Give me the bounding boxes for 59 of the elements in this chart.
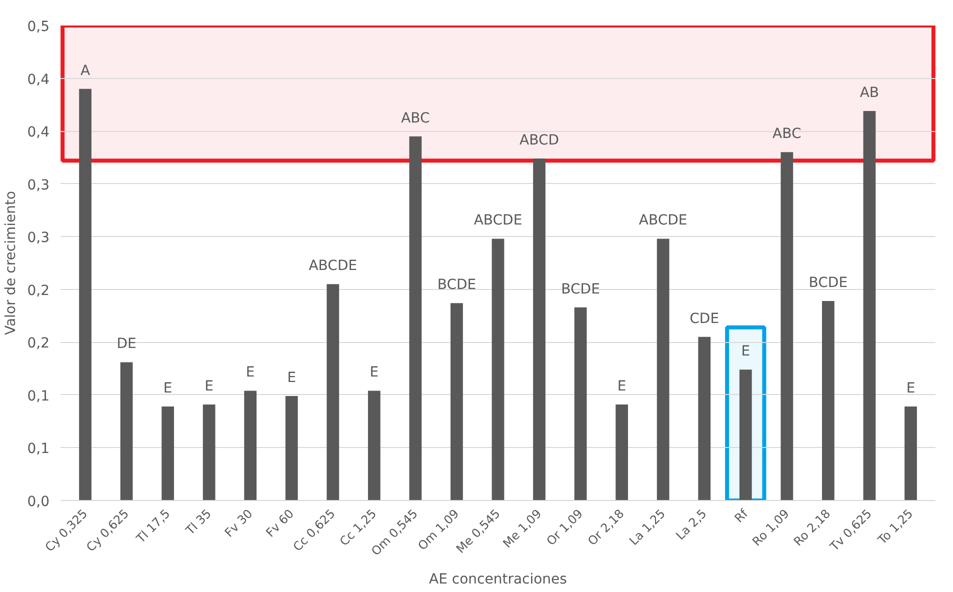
- annotation: ABCD: [520, 132, 560, 148]
- x-axis-title: AE concentraciones: [429, 571, 567, 588]
- bar: [409, 136, 422, 500]
- x-tick-label: Rf: [732, 506, 752, 526]
- annotation: BCDE: [561, 281, 600, 298]
- bar: [162, 406, 174, 500]
- y-tick-label: 0,1: [27, 388, 50, 404]
- bar: [450, 303, 463, 500]
- bar: [739, 370, 752, 500]
- y-tick-label: 0,1: [27, 441, 50, 458]
- bar: [244, 390, 257, 500]
- bar: [368, 390, 380, 500]
- y-tick-label: 0,2: [27, 336, 50, 352]
- annotation: ABCDE: [308, 258, 358, 274]
- annotation: E: [617, 378, 626, 394]
- annotation: E: [204, 378, 214, 394]
- bar: [698, 336, 711, 500]
- annotation: CDE: [690, 310, 720, 327]
- y-tick-label: 0,3: [27, 177, 50, 194]
- y-tick-label: 0,4: [27, 72, 50, 88]
- annotation: E: [906, 380, 916, 397]
- bar: [616, 404, 628, 500]
- y-tick-label: 0,3: [27, 230, 50, 246]
- annotation: E: [370, 364, 379, 381]
- y-tick-label: 0,4: [27, 124, 50, 141]
- y-tick-label: 0,0: [27, 494, 50, 510]
- annotation: E: [246, 364, 255, 381]
- bar: [533, 158, 546, 500]
- bar: [326, 284, 340, 500]
- bar: [574, 307, 587, 500]
- annotation: DE: [116, 336, 136, 352]
- x-tick-label: Fv 30: [222, 506, 256, 540]
- annotation: ABCDE: [474, 212, 522, 229]
- x-tick-label: Tl 35: [182, 506, 214, 538]
- annotation: ABC: [772, 126, 802, 142]
- annotation: E: [163, 380, 172, 397]
- y-tick-label: 0,2: [27, 282, 50, 299]
- annotation: ABCDE: [638, 212, 688, 229]
- bar: [492, 238, 504, 500]
- annotation: BCDE: [808, 275, 848, 291]
- bar: [120, 362, 133, 500]
- annotation: E: [741, 344, 750, 360]
- bar: [904, 406, 917, 500]
- bar: [656, 238, 670, 500]
- y-tick-label: 0,5: [27, 19, 50, 35]
- x-tick-label: Fv 60: [263, 506, 297, 540]
- bar: [780, 152, 794, 500]
- annotation: A: [80, 62, 90, 79]
- bar: [285, 396, 298, 500]
- y-axis-title: Valor de crecimiento: [3, 190, 20, 336]
- bar: [79, 88, 92, 500]
- bar: [822, 301, 834, 500]
- annotation: BCDE: [437, 277, 476, 294]
- bar: [202, 404, 216, 500]
- annotation: ABC: [401, 110, 430, 126]
- x-tick-label: La 2,5: [673, 506, 710, 543]
- bar: [863, 111, 876, 500]
- annotation: AB: [860, 85, 880, 101]
- annotation: E: [287, 370, 296, 386]
